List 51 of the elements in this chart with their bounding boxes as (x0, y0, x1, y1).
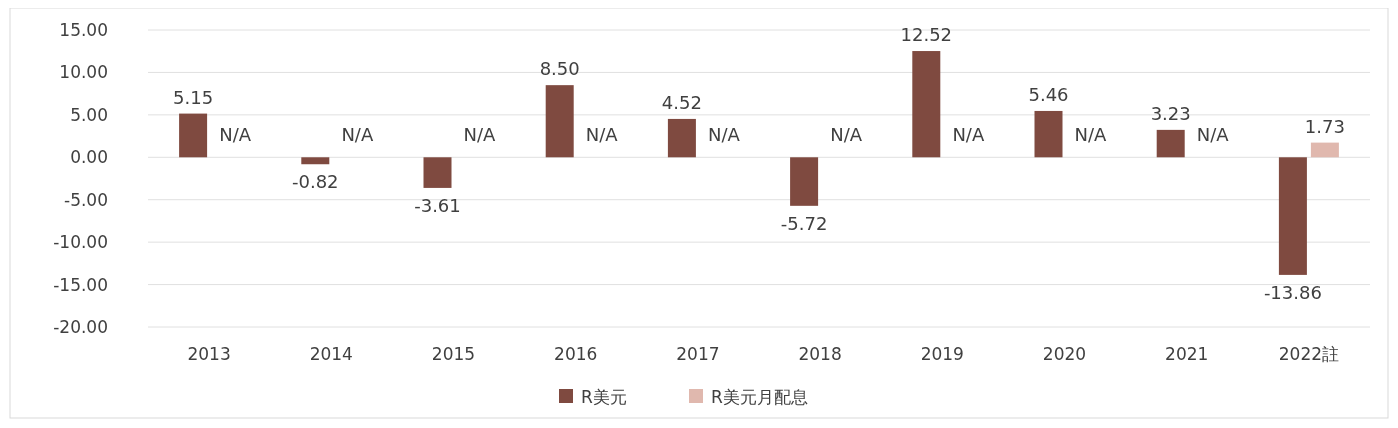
legend-label: R美元月配息 (711, 387, 808, 407)
data-label: 5.15 (173, 86, 214, 108)
y-tick-label: 0.00 (70, 147, 108, 168)
y-tick-label: 10.00 (59, 62, 108, 83)
x-tick-label: 2017 (676, 344, 720, 364)
text: N/A (1074, 124, 1107, 146)
data-label: 5.46 (1028, 83, 1069, 105)
text: N/A (585, 124, 618, 146)
bar (301, 157, 330, 165)
text: N/A (463, 124, 496, 146)
x-tick-label: 2018 (798, 344, 842, 364)
x-tick-label: 2019 (920, 344, 964, 364)
bar (545, 85, 574, 158)
data-label: 4.52 (661, 91, 702, 113)
data-label: 3.23 (1150, 102, 1191, 124)
text: N/A (1196, 124, 1229, 146)
text: N/A (952, 124, 985, 146)
bar (1034, 110, 1063, 158)
x-tick-label: 2020 (1042, 344, 1087, 364)
text: N/A (219, 124, 252, 146)
x-tick-label: 2013 (187, 344, 231, 364)
data-label: -3.61 (414, 194, 461, 216)
text: N/A (341, 124, 374, 146)
bar (667, 118, 696, 158)
y-tick-label: -5.00 (64, 189, 108, 210)
bar (1156, 129, 1185, 158)
data-label: 1.73 (1304, 115, 1345, 137)
text: N/A (830, 124, 863, 146)
y-tick-label: 15.00 (59, 20, 108, 40)
y-tick-label: -20.00 (53, 317, 108, 337)
bar (1278, 157, 1307, 275)
legend-label: R美元 (581, 387, 627, 407)
x-tick-label: 2021 (1165, 344, 1209, 364)
y-tick-label: -15.00 (53, 274, 108, 295)
data-label: -13.86 (1263, 281, 1322, 303)
x-tick-label: 2014 (309, 344, 353, 364)
bar (423, 157, 452, 188)
bar (912, 51, 941, 158)
y-tick-label: 5.00 (70, 104, 108, 125)
bar (790, 157, 819, 206)
x-tick-label: 2022註 (1278, 344, 1340, 364)
x-tick-label: 2016 (554, 344, 598, 364)
data-label: -5.72 (780, 212, 828, 234)
data-label: 8.50 (539, 58, 580, 80)
data-label: -0.82 (292, 171, 339, 193)
text: N/A (707, 124, 740, 146)
x-tick-label: 2015 (431, 344, 476, 364)
bar (179, 113, 208, 158)
bar (1310, 142, 1339, 158)
y-tick-label: -10.00 (53, 232, 108, 253)
data-label: 12.52 (900, 24, 953, 46)
